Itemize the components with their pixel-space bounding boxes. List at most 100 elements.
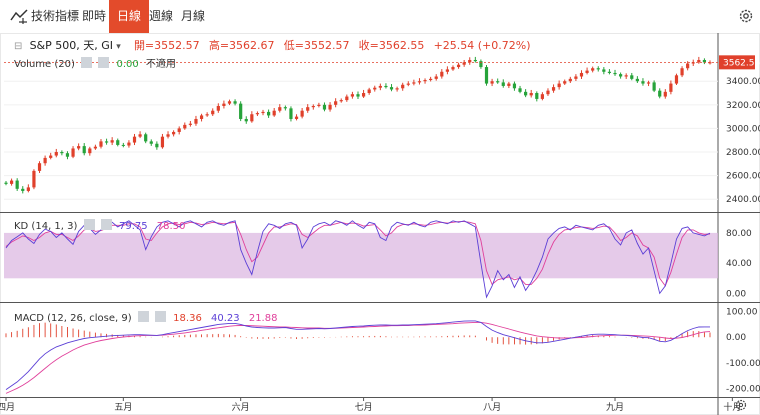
stock-chart[interactable]: 3400.00 3200.00 3000.00 2800.00 2600.00 2400.… bbox=[0, 33, 760, 415]
candle bbox=[272, 107, 276, 117]
candle bbox=[630, 72, 634, 81]
low-value: 低=3552.57 bbox=[283, 39, 350, 52]
candle bbox=[557, 80, 561, 90]
indicators-button[interactable]: 技術指標 bbox=[31, 9, 80, 23]
macd-line bbox=[5, 320, 710, 390]
volume-value: 0.00 bbox=[116, 59, 139, 70]
candle bbox=[65, 151, 70, 160]
candle bbox=[339, 98, 343, 103]
candle-body bbox=[4, 182, 8, 184]
candle bbox=[294, 114, 299, 121]
gear-icon[interactable] bbox=[735, 399, 747, 411]
candle bbox=[300, 107, 304, 119]
tab-monthly[interactable]: 月線 bbox=[181, 9, 206, 23]
candle bbox=[88, 146, 92, 156]
candle bbox=[267, 109, 271, 118]
candle-body bbox=[630, 75, 634, 79]
candle bbox=[311, 104, 315, 110]
candle bbox=[702, 58, 707, 65]
candle-body bbox=[183, 124, 187, 129]
candle-body bbox=[334, 101, 338, 105]
candle bbox=[32, 169, 36, 190]
kd-tick-label: 0.00 bbox=[726, 289, 746, 299]
time-tick-label: 十月 bbox=[723, 401, 741, 413]
candle-body bbox=[132, 136, 137, 143]
candle-body bbox=[15, 180, 19, 189]
candle-body bbox=[389, 87, 394, 90]
collapse-icon[interactable]: ⊟ bbox=[14, 41, 23, 52]
candle bbox=[144, 132, 148, 144]
candle-body bbox=[658, 90, 662, 97]
candle bbox=[211, 108, 215, 117]
candle-body bbox=[557, 83, 561, 88]
candle bbox=[602, 67, 606, 75]
settings-icon[interactable] bbox=[83, 219, 95, 230]
close-icon[interactable] bbox=[98, 57, 110, 68]
macd-value: 40.23 bbox=[211, 313, 240, 324]
gear-icon[interactable] bbox=[738, 8, 754, 24]
candle bbox=[373, 85, 377, 92]
candle bbox=[205, 112, 209, 117]
candle bbox=[250, 111, 254, 123]
price-legend: ⊟ S&P 500, 天, GI ▾ 開=3552.57 高=3562.67 低… bbox=[14, 37, 531, 53]
candle-body bbox=[490, 81, 494, 84]
candle bbox=[322, 102, 327, 112]
candle-body bbox=[272, 110, 276, 116]
k-value: 79.75 bbox=[118, 221, 148, 232]
candle bbox=[166, 131, 170, 139]
candle-body bbox=[71, 148, 75, 157]
candle-body bbox=[311, 105, 315, 108]
candle bbox=[334, 98, 338, 108]
close-icon[interactable] bbox=[154, 311, 166, 322]
candle bbox=[529, 89, 533, 98]
candle-body bbox=[373, 87, 377, 90]
time-tick-label: 九月 bbox=[606, 402, 624, 413]
candle-body bbox=[239, 103, 243, 119]
symbol-label[interactable]: S&P 500, 天, GI bbox=[29, 39, 114, 52]
candle-body bbox=[518, 88, 522, 92]
candle bbox=[479, 59, 483, 69]
candle-body bbox=[680, 68, 684, 76]
close-icon[interactable] bbox=[100, 219, 112, 230]
time-tick-label: 八月 bbox=[483, 402, 501, 413]
candle-body bbox=[568, 78, 572, 82]
price-tick-label: 3200.00 bbox=[726, 101, 760, 111]
tab-weekly[interactable]: 週線 bbox=[149, 9, 174, 23]
candle bbox=[434, 74, 438, 81]
settings-icon[interactable] bbox=[81, 57, 93, 68]
candle-body bbox=[328, 104, 332, 110]
candle-body bbox=[289, 108, 293, 119]
candle bbox=[468, 57, 472, 65]
candle bbox=[624, 73, 628, 79]
high-value: 高=3562.67 bbox=[208, 39, 275, 52]
price-tick-label: 2400.00 bbox=[726, 195, 760, 205]
dropdown-chevron-icon[interactable]: ▾ bbox=[116, 42, 121, 52]
settings-icon[interactable] bbox=[137, 311, 149, 322]
candle-body bbox=[468, 59, 472, 63]
candle-body bbox=[216, 105, 220, 111]
candle bbox=[82, 143, 86, 156]
candle bbox=[233, 99, 237, 106]
price-tick-label: 2600.00 bbox=[726, 172, 760, 182]
candle-body bbox=[177, 128, 181, 132]
candle bbox=[563, 79, 567, 85]
candle-body bbox=[507, 83, 511, 86]
candle-body bbox=[37, 163, 42, 171]
kd-d-line bbox=[5, 221, 711, 287]
candle bbox=[384, 83, 388, 89]
change-value: +25.54 (+0.72%) bbox=[433, 39, 531, 52]
candle bbox=[361, 89, 366, 98]
time-tick-label: 六月 bbox=[232, 401, 250, 413]
candle bbox=[345, 94, 349, 102]
tab-realtime[interactable]: 即時 bbox=[82, 9, 107, 23]
candle-body bbox=[462, 62, 466, 65]
candle-body bbox=[65, 153, 70, 157]
tab-daily[interactable]: 日線 bbox=[109, 0, 150, 33]
d-value: 78.50 bbox=[156, 221, 186, 232]
candle-body bbox=[43, 157, 47, 164]
candle-body bbox=[624, 75, 628, 77]
candle-body bbox=[697, 59, 701, 63]
candle-body bbox=[211, 110, 215, 115]
candle-body bbox=[663, 91, 667, 97]
candle-body bbox=[445, 69, 449, 72]
